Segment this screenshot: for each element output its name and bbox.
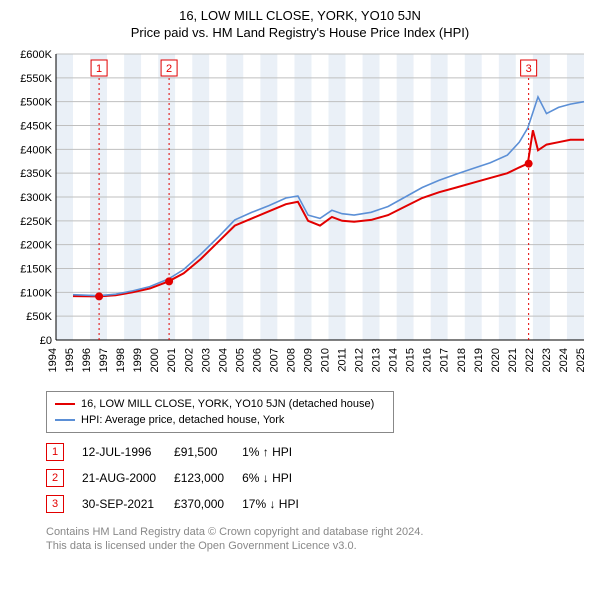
svg-text:2001: 2001 — [166, 348, 178, 372]
legend-label: 16, LOW MILL CLOSE, YORK, YO10 5JN (deta… — [81, 396, 374, 412]
svg-text:£250K: £250K — [20, 216, 52, 228]
sale-date: 21-AUG-2000 — [82, 465, 174, 491]
sale-price: £91,500 — [174, 439, 242, 465]
svg-text:2011: 2011 — [337, 348, 349, 372]
svg-text:3: 3 — [526, 63, 532, 75]
line-chart: £0 £50K £100K £150K £200K £250K £300K £350K £400… — [10, 48, 590, 383]
sale-delta: 1% ↑ HPI — [242, 439, 317, 465]
svg-text:£550K: £550K — [20, 73, 52, 85]
chart-container: 16, LOW MILL CLOSE, YORK, YO10 5JN Price… — [0, 0, 600, 563]
footer-line-2: This data is licensed under the Open Gov… — [46, 539, 590, 553]
svg-text:2015: 2015 — [405, 348, 417, 372]
footer-line-1: Contains HM Land Registry data © Crown c… — [46, 525, 590, 539]
sale-delta: 17% ↓ HPI — [242, 491, 317, 517]
svg-text:2006: 2006 — [251, 348, 263, 372]
svg-text:£50K: £50K — [26, 311, 52, 323]
svg-text:£350K: £350K — [20, 168, 52, 180]
svg-text:1: 1 — [96, 63, 102, 75]
sale-price: £123,000 — [174, 465, 242, 491]
svg-text:2004: 2004 — [217, 348, 229, 372]
svg-text:2009: 2009 — [302, 348, 314, 372]
svg-text:1999: 1999 — [132, 348, 144, 372]
sale-date: 12-JUL-1996 — [82, 439, 174, 465]
footer-attribution: Contains HM Land Registry data © Crown c… — [46, 525, 590, 553]
svg-text:2002: 2002 — [183, 348, 195, 372]
svg-text:2020: 2020 — [490, 348, 502, 372]
svg-text:1997: 1997 — [98, 348, 110, 372]
svg-text:1994: 1994 — [47, 348, 59, 372]
sale-price: £370,000 — [174, 491, 242, 517]
svg-text:£200K: £200K — [20, 240, 52, 252]
sale-row: 2 21-AUG-2000£123,0006% ↓ HPI — [46, 465, 317, 491]
svg-text:2016: 2016 — [422, 348, 434, 372]
sale-delta: 6% ↓ HPI — [242, 465, 317, 491]
svg-text:1998: 1998 — [115, 348, 127, 372]
svg-text:2008: 2008 — [285, 348, 297, 372]
sale-date: 30-SEP-2021 — [82, 491, 174, 517]
svg-text:2010: 2010 — [320, 348, 332, 372]
svg-text:2013: 2013 — [371, 348, 383, 372]
legend-item: HPI: Average price, detached house, York — [55, 412, 385, 428]
svg-text:£300K: £300K — [20, 192, 52, 204]
chart-subtitle: Price paid vs. HM Land Registry's House … — [10, 25, 590, 40]
legend: 16, LOW MILL CLOSE, YORK, YO10 5JN (deta… — [46, 391, 394, 433]
svg-text:£500K: £500K — [20, 97, 52, 109]
legend-swatch — [55, 403, 75, 405]
sale-marker-box: 2 — [46, 469, 64, 487]
svg-text:2000: 2000 — [149, 348, 161, 372]
legend-label: HPI: Average price, detached house, York — [81, 412, 284, 428]
svg-text:2022: 2022 — [524, 348, 536, 372]
svg-text:2: 2 — [166, 63, 172, 75]
legend-swatch — [55, 419, 75, 421]
svg-text:2003: 2003 — [200, 348, 212, 372]
svg-text:2017: 2017 — [439, 348, 451, 372]
sales-table: 1 12-JUL-1996£91,5001% ↑ HPI 2 21-AUG-2000£… — [46, 439, 317, 517]
sale-row: 1 12-JUL-1996£91,5001% ↑ HPI — [46, 439, 317, 465]
svg-text:2023: 2023 — [541, 348, 553, 372]
chart-title: 16, LOW MILL CLOSE, YORK, YO10 5JN — [10, 8, 590, 23]
svg-text:£100K: £100K — [20, 287, 52, 299]
svg-text:£600K: £600K — [20, 49, 52, 61]
svg-text:2018: 2018 — [456, 348, 468, 372]
sale-row: 3 30-SEP-2021£370,00017% ↓ HPI — [46, 491, 317, 517]
svg-text:1995: 1995 — [64, 348, 76, 372]
sale-marker-box: 3 — [46, 495, 64, 513]
svg-text:2014: 2014 — [388, 348, 400, 372]
svg-text:2012: 2012 — [354, 348, 366, 372]
svg-text:£400K: £400K — [20, 144, 52, 156]
svg-text:2025: 2025 — [575, 348, 587, 372]
sale-marker-box: 1 — [46, 443, 64, 461]
svg-text:2021: 2021 — [507, 348, 519, 372]
legend-item: 16, LOW MILL CLOSE, YORK, YO10 5JN (deta… — [55, 396, 385, 412]
svg-text:1996: 1996 — [81, 348, 93, 372]
svg-text:2019: 2019 — [473, 348, 485, 372]
svg-text:£150K: £150K — [20, 264, 52, 276]
svg-text:£0: £0 — [40, 335, 52, 347]
svg-text:2007: 2007 — [268, 348, 280, 372]
svg-text:2024: 2024 — [558, 348, 570, 372]
svg-text:£450K: £450K — [20, 121, 52, 133]
chart-area: £0 £50K £100K £150K £200K £250K £300K £350K £400… — [10, 48, 590, 383]
svg-text:2005: 2005 — [234, 348, 246, 372]
